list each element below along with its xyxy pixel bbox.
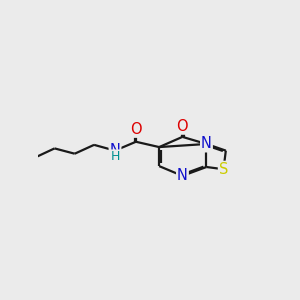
Text: H: H [110, 150, 120, 163]
Text: N: N [110, 143, 120, 158]
Text: N: N [177, 168, 188, 183]
Text: O: O [177, 119, 188, 134]
Text: N: N [201, 136, 212, 152]
Text: S: S [219, 162, 228, 177]
Text: O: O [130, 122, 142, 137]
